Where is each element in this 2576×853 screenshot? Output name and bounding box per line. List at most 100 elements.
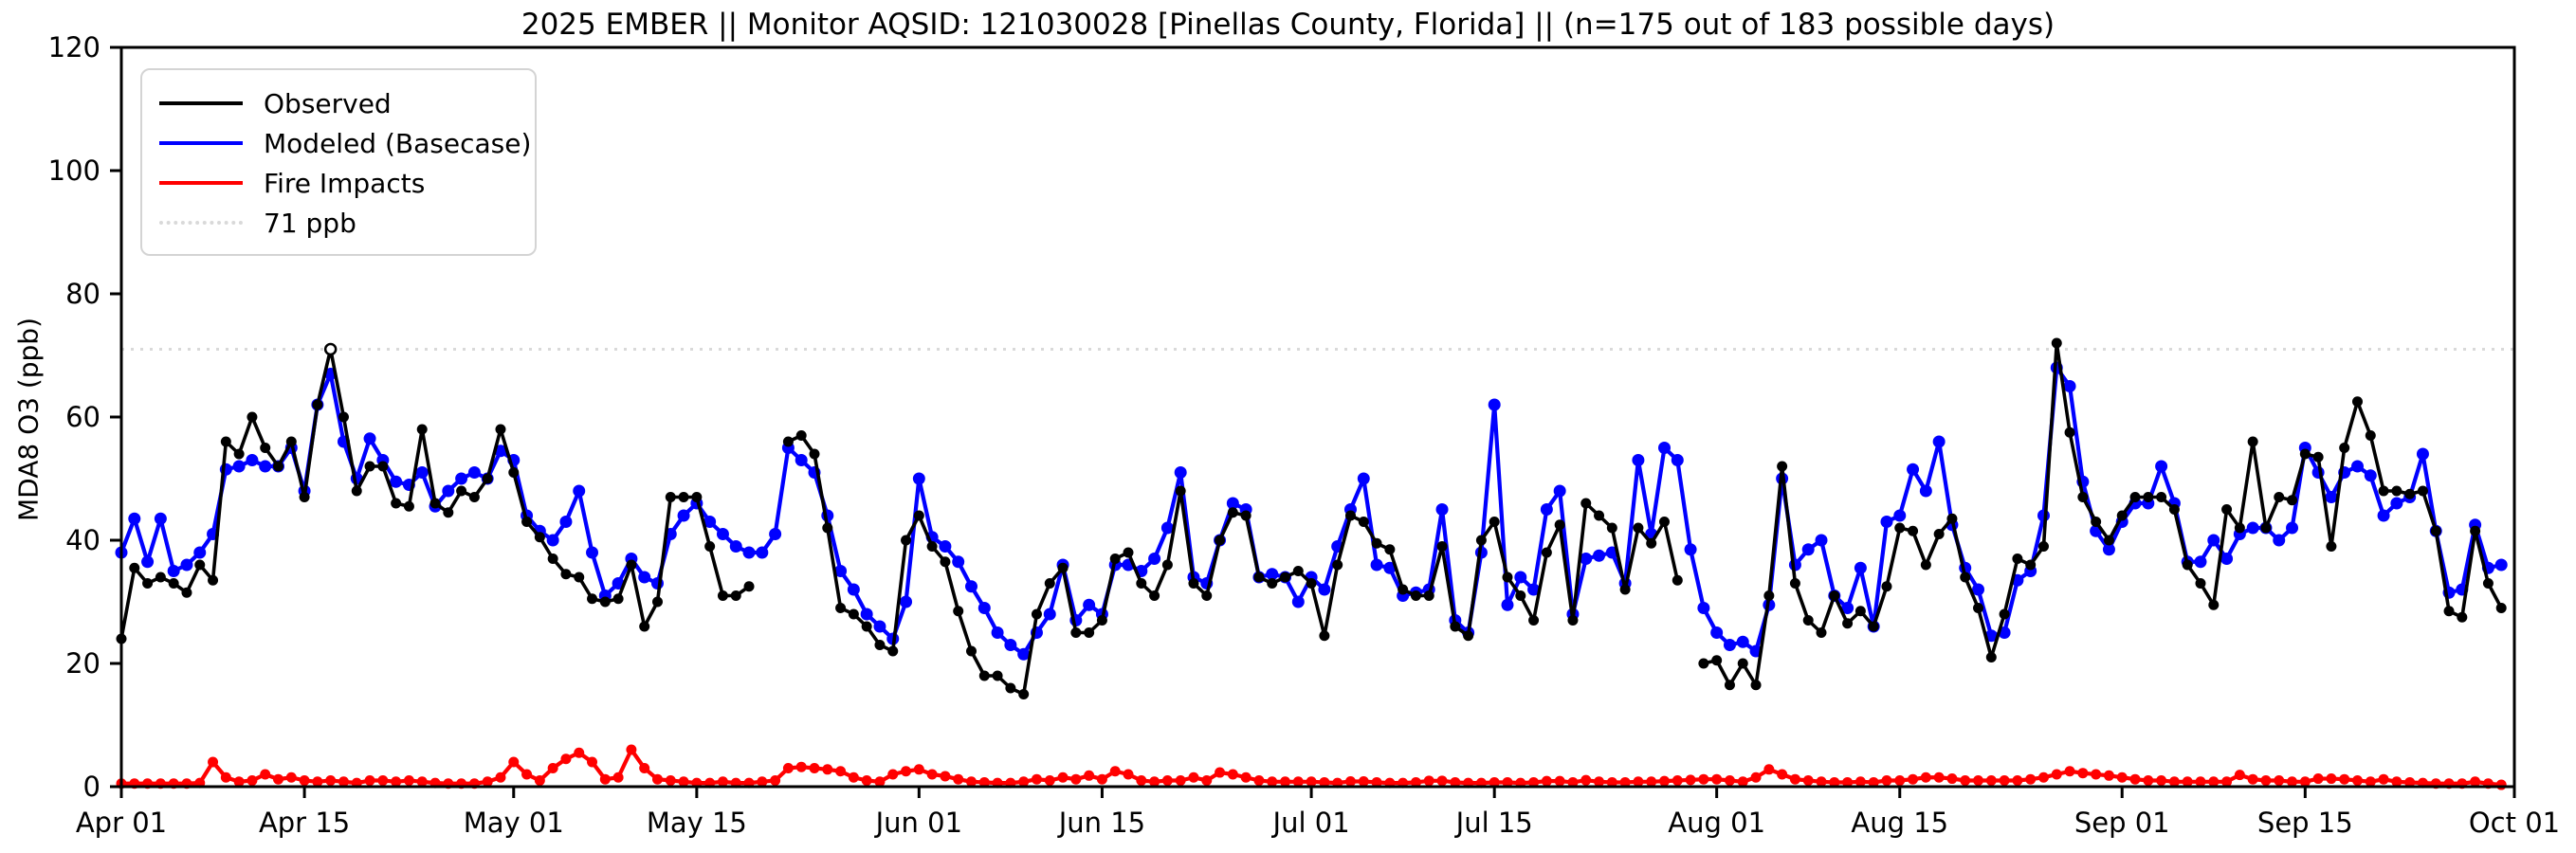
observed-data-point xyxy=(1358,517,1369,527)
observed-data-point xyxy=(1502,572,1513,583)
observed-data-point xyxy=(1436,541,1448,552)
modeled-data-point xyxy=(141,555,155,569)
observed-data-point xyxy=(2339,443,2350,453)
x-tick-label: Aug 01 xyxy=(1668,807,1765,839)
observed-data-point xyxy=(1371,537,1382,549)
legend-item-observed: Observed xyxy=(159,83,518,123)
fire-data-point xyxy=(2326,773,2337,785)
modeled-data-point xyxy=(2494,558,2508,572)
fire-data-point xyxy=(2037,771,2049,783)
fire-data-point xyxy=(1057,771,1069,783)
fire-data-point xyxy=(1606,776,1617,788)
modeled-data-point xyxy=(912,472,925,485)
fire-data-point xyxy=(1096,773,1107,785)
fire-data-point xyxy=(1920,771,1931,783)
modeled-data-point xyxy=(2377,509,2390,522)
observed-data-point xyxy=(2260,522,2272,534)
modeled-data-point xyxy=(1907,463,1920,476)
fire-data-point xyxy=(1816,776,1827,788)
observed-data-point xyxy=(273,461,284,472)
observed-data-point xyxy=(351,485,362,497)
observed-data-point xyxy=(2443,606,2455,617)
fire-data-point xyxy=(1554,775,1565,787)
modeled-data-point xyxy=(1723,639,1736,651)
observed-data-point xyxy=(1881,581,1892,592)
observed-data-point xyxy=(822,522,833,534)
modeled-data-point xyxy=(1801,543,1815,556)
fire-data-point xyxy=(1724,775,1735,786)
modeled-data-point xyxy=(847,583,860,596)
fire-data-point xyxy=(1136,775,1147,786)
fire-data-point xyxy=(1201,775,1213,786)
observed-data-point xyxy=(1253,572,1265,583)
modeled-data-point xyxy=(1160,521,1174,535)
modeled-data-point xyxy=(154,512,167,525)
modeled-data-point xyxy=(442,484,455,498)
fire-data-point xyxy=(2404,776,2416,788)
observed-data-point xyxy=(194,559,206,571)
observed-data-point xyxy=(651,596,663,608)
observed-data-point xyxy=(1777,461,1788,472)
modeled-data-point xyxy=(1632,454,1645,466)
fire-data-point xyxy=(260,769,271,780)
fire-data-point xyxy=(1149,776,1160,788)
observed-data-point xyxy=(1410,590,1421,601)
fire-data-point xyxy=(966,776,977,788)
fire-data-point xyxy=(2129,773,2141,785)
observed-data-point xyxy=(730,590,741,601)
fire-data-point xyxy=(1018,776,1030,788)
observed-data-point xyxy=(966,645,977,657)
modeled-data-point xyxy=(2390,497,2403,510)
fire-data-point xyxy=(2234,770,2245,781)
observed-data-point xyxy=(2221,504,2233,515)
modeled-data-point xyxy=(742,546,756,559)
modeled-data-point xyxy=(2286,521,2299,535)
observed-data-point xyxy=(1619,584,1631,595)
observed-data-point xyxy=(1999,608,2010,620)
fire-data-point xyxy=(1763,764,1775,775)
fire-line-swatch xyxy=(159,181,243,185)
fire-data-point xyxy=(1450,776,1461,788)
fire-data-point xyxy=(1489,776,1500,788)
observed-data-point xyxy=(1854,606,1866,617)
modeled-data-point xyxy=(795,454,808,466)
observed-data-point xyxy=(704,541,716,552)
observed-data-point xyxy=(1136,578,1147,589)
observed-data-point xyxy=(1201,590,1213,601)
observed-data-point xyxy=(1763,590,1775,601)
fire-data-point xyxy=(1161,775,1173,786)
fire-data-point xyxy=(2025,773,2037,785)
x-tick-label: Jul 15 xyxy=(1454,807,1533,839)
modeled-data-point xyxy=(1697,602,1710,614)
fire-data-point xyxy=(1594,776,1605,788)
observed-data-point xyxy=(1750,680,1762,691)
observed-data-point xyxy=(926,541,938,552)
observed-data-point xyxy=(1123,547,1134,558)
fire-data-point xyxy=(822,764,833,775)
fire-data-point xyxy=(1698,773,1709,785)
modeled-data-point xyxy=(2416,447,2429,461)
modeled-data-point xyxy=(1553,484,1566,498)
y-tick-label: 80 xyxy=(65,278,100,310)
y-tick-label: 0 xyxy=(83,771,100,803)
observed-data-point xyxy=(1423,590,1434,601)
fire-data-point xyxy=(665,775,676,786)
modeled-data-point xyxy=(259,460,272,473)
observed-data-point xyxy=(678,492,689,502)
fire-data-point xyxy=(574,747,585,758)
x-tick-label: Sep 01 xyxy=(2074,807,2170,839)
observed-data-point xyxy=(168,578,179,589)
fire-data-point xyxy=(508,756,520,768)
observed-data-point xyxy=(2312,451,2324,463)
observed-data-point xyxy=(364,461,375,472)
observed-data-point xyxy=(2378,485,2389,497)
fire-data-point xyxy=(953,773,964,785)
fire-data-point xyxy=(2495,779,2507,790)
fire-data-point xyxy=(848,771,859,783)
observed-data-point xyxy=(1554,519,1565,531)
modeled-data-point xyxy=(2194,555,2207,569)
observed-data-point xyxy=(1946,513,1958,524)
modeled-data-point xyxy=(586,546,599,559)
observed-data-point xyxy=(1109,554,1121,564)
fire-data-point xyxy=(1528,776,1540,788)
